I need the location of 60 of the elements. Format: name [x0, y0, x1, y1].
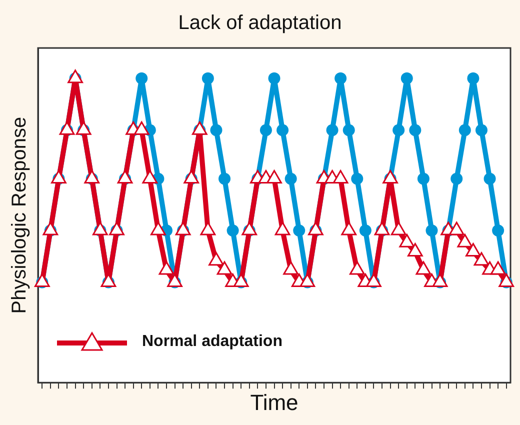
point — [399, 234, 415, 248]
point — [484, 172, 496, 185]
point — [450, 172, 463, 185]
point — [498, 273, 514, 287]
point — [308, 222, 324, 236]
point — [210, 124, 222, 136]
point — [284, 172, 297, 185]
point — [283, 261, 299, 275]
point — [109, 222, 124, 236]
point — [167, 273, 182, 287]
point — [448, 222, 464, 236]
point — [409, 124, 422, 136]
point — [175, 222, 191, 236]
point — [326, 124, 338, 136]
point — [200, 222, 216, 236]
y-axis-title: Physiologic Response — [8, 116, 31, 314]
point — [42, 222, 58, 236]
point — [84, 170, 100, 184]
point — [400, 72, 413, 84]
point — [416, 261, 432, 275]
point — [142, 170, 158, 184]
point — [392, 124, 405, 136]
point — [117, 170, 133, 184]
point — [218, 172, 231, 185]
point — [216, 261, 232, 275]
legend-label: Normal adaptation — [142, 332, 282, 351]
point — [208, 252, 224, 266]
point — [417, 172, 430, 185]
point — [34, 273, 50, 287]
point — [334, 72, 347, 84]
point — [351, 172, 364, 185]
point — [276, 124, 289, 136]
chart-title: Lack of adaptation — [177, 12, 343, 35]
point — [158, 261, 174, 275]
point — [349, 261, 365, 275]
point — [390, 222, 406, 236]
point — [184, 170, 200, 184]
point — [274, 222, 290, 236]
point — [341, 222, 357, 236]
point — [467, 72, 480, 84]
point — [382, 170, 398, 184]
point — [260, 124, 272, 136]
point — [466, 243, 481, 257]
point — [92, 222, 108, 236]
point — [490, 261, 506, 275]
point — [474, 252, 490, 266]
x-axis-title: Time — [250, 390, 298, 415]
point — [242, 222, 258, 236]
point — [202, 72, 214, 84]
point — [266, 170, 282, 184]
point — [268, 72, 280, 84]
point — [342, 124, 355, 136]
point — [475, 124, 488, 136]
point — [407, 243, 423, 257]
point — [136, 72, 148, 84]
point — [150, 222, 166, 236]
point — [332, 170, 348, 184]
point — [458, 124, 471, 136]
point — [300, 273, 316, 287]
point — [457, 234, 473, 248]
